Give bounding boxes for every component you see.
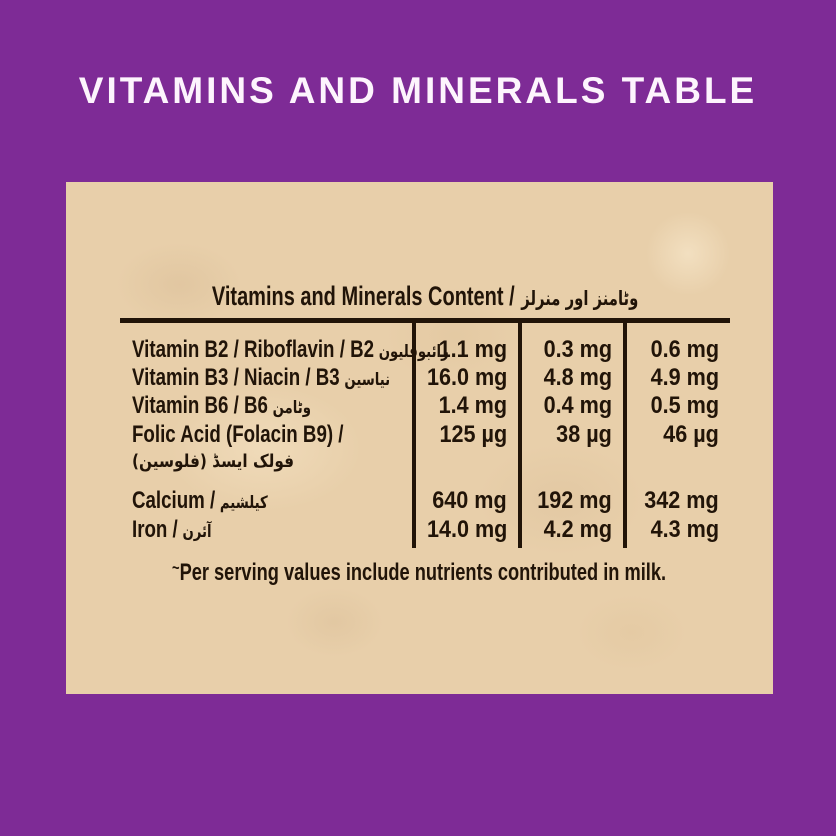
value-per-100g: 640 mg bbox=[432, 486, 507, 514]
value-cell: 0.6 mg bbox=[623, 336, 730, 364]
row-label-urdu: نیاسین bbox=[344, 370, 391, 390]
value-per-100g: 1.1 mg bbox=[438, 336, 507, 363]
table-row-folic-acid: Folic Acid (Folacin B9) / فولک ایسڈ (فلو… bbox=[120, 420, 730, 476]
value-cell: 4.2 mg bbox=[518, 515, 623, 544]
value-with-milk: 46 µg bbox=[663, 421, 719, 448]
table-row-vitamin-b2: Vitamin B2 / Riboflavin / B2 رائبوفلیون 1… bbox=[120, 336, 730, 364]
value-per-100g: 1.4 mg bbox=[438, 392, 507, 419]
table-row-iron: Iron / آئرن 14.0 mg 4.2 mg 4.3 mg bbox=[120, 515, 730, 544]
value-with-milk: 4.9 mg bbox=[650, 364, 719, 391]
value-per-serving: 4.2 mg bbox=[543, 515, 612, 543]
footnote-text: Per serving values include nutrients con… bbox=[180, 559, 667, 586]
value-per-serving: 192 mg bbox=[537, 486, 612, 514]
row-label-english: Vitamin B3 / Niacin / B3 bbox=[132, 364, 340, 391]
value-cell: 342 mg bbox=[623, 486, 730, 515]
table-row-vitamin-b3: Vitamin B3 / Niacin / B3 نیاسین 16.0 mg 4… bbox=[120, 364, 730, 392]
value-with-milk: 4.3 mg bbox=[650, 515, 719, 543]
value-with-milk: 0.5 mg bbox=[650, 392, 719, 419]
value-with-milk: 342 mg bbox=[644, 486, 719, 514]
row-label-urdu: وٹامن bbox=[272, 398, 311, 418]
value-cell: 16.0 mg bbox=[412, 364, 518, 392]
column-divider-2 bbox=[518, 323, 522, 548]
value-per-100g: 125 µg bbox=[439, 421, 507, 448]
row-label-english: Iron / bbox=[132, 515, 178, 543]
value-per-serving: 38 µg bbox=[556, 421, 612, 448]
row-label: Iron / آئرن bbox=[120, 516, 412, 544]
row-label: Vitamin B6 / B6 وٹامن bbox=[120, 392, 412, 420]
row-label: Vitamin B3 / Niacin / B3 نیاسین bbox=[120, 364, 412, 392]
value-per-serving: 0.3 mg bbox=[543, 336, 612, 363]
row-label-english: Folic Acid (Folacin B9) / bbox=[132, 421, 344, 448]
value-cell: 38 µg bbox=[518, 420, 623, 450]
footnote: ~Per serving values include nutrients co… bbox=[66, 558, 773, 587]
value-cell: 1.4 mg bbox=[412, 392, 518, 420]
row-label-english: Vitamin B6 / B6 bbox=[132, 392, 268, 419]
value-cell: 46 µg bbox=[623, 420, 730, 450]
row-label-urdu: آئرن bbox=[182, 521, 212, 542]
table-row-calcium: Calcium / کیلشیم 640 mg 192 mg 342 mg bbox=[120, 486, 730, 515]
table-title-english: Vitamins and Minerals Content / bbox=[211, 281, 515, 311]
column-divider-3 bbox=[623, 323, 627, 548]
row-label-urdu: کیلشیم bbox=[219, 492, 268, 513]
table-row-vitamin-b6: Vitamin B6 / B6 وٹامن 1.4 mg 0.4 mg 0.5 m… bbox=[120, 392, 730, 420]
row-label: Vitamin B2 / Riboflavin / B2 رائبوفلیون bbox=[120, 336, 449, 364]
row-label-english: Vitamin B2 / Riboflavin / B2 bbox=[132, 336, 375, 363]
value-cell: 0.3 mg bbox=[518, 336, 623, 364]
value-cell: 4.3 mg bbox=[623, 515, 730, 544]
footnote-tilde: ~ bbox=[172, 558, 181, 577]
value-cell: 0.4 mg bbox=[518, 392, 623, 420]
column-divider-1 bbox=[412, 323, 416, 548]
value-per-serving: 4.8 mg bbox=[543, 364, 612, 391]
table-title: Vitamins and Minerals Content / وٹامنز او… bbox=[120, 281, 730, 313]
value-cell: 640 mg bbox=[412, 486, 518, 515]
value-per-serving: 0.4 mg bbox=[543, 392, 612, 419]
row-label-urdu: رائبوفلیون bbox=[378, 342, 449, 362]
value-cell: 4.9 mg bbox=[623, 364, 730, 392]
value-per-100g: 16.0 mg bbox=[426, 364, 507, 391]
value-cell: 1.1 mg bbox=[412, 336, 518, 364]
table-body: Vitamin B2 / Riboflavin / B2 رائبوفلیون 1… bbox=[120, 328, 730, 544]
page-title: VITAMINS AND MINERALS TABLE bbox=[78, 70, 758, 111]
nutrition-panel: Vitamins and Minerals Content / وٹامنز او… bbox=[66, 182, 773, 694]
value-cell: 125 µg bbox=[412, 420, 518, 450]
table-title-urdu: وٹامنز اور منرلز bbox=[521, 286, 639, 310]
value-cell: 14.0 mg bbox=[412, 515, 518, 544]
value-cell: 0.5 mg bbox=[623, 392, 730, 420]
row-label: Calcium / کیلشیم bbox=[120, 487, 412, 515]
row-label-english: Calcium / bbox=[132, 486, 216, 514]
value-cell: 192 mg bbox=[518, 486, 623, 515]
row-label-urdu: فولک ایسڈ (فلوسین) bbox=[132, 451, 294, 472]
value-per-100g: 14.0 mg bbox=[426, 515, 507, 543]
value-with-milk: 0.6 mg bbox=[650, 336, 719, 363]
table-top-rule bbox=[120, 318, 730, 323]
row-label: Folic Acid (Folacin B9) / فولک ایسڈ (فلو… bbox=[120, 420, 412, 474]
value-cell: 4.8 mg bbox=[518, 364, 623, 392]
